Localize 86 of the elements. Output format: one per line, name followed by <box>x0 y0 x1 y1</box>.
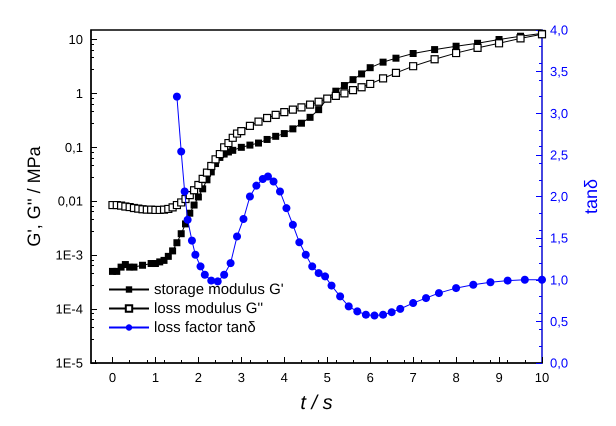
point <box>306 100 314 109</box>
x-tick-label: 4 <box>280 370 288 385</box>
x-tick-label: 10 <box>534 370 550 385</box>
point <box>332 92 340 100</box>
point <box>264 136 271 143</box>
point <box>173 239 180 246</box>
x-tick-label: 7 <box>410 370 417 385</box>
point <box>280 130 288 138</box>
point <box>297 103 306 112</box>
point <box>207 162 216 170</box>
legend-label: storage modulus G' <box>154 281 284 298</box>
x-tick-label: 5 <box>324 370 331 385</box>
y-tick-label: 0,01 <box>58 194 83 209</box>
point <box>358 70 366 78</box>
point <box>190 202 198 209</box>
y-axis-title: G', G'' / MPa <box>24 145 44 247</box>
legend-label: loss modulus G'' <box>154 300 264 317</box>
point <box>288 106 297 114</box>
point <box>315 106 322 114</box>
point <box>306 114 314 121</box>
point <box>430 55 439 64</box>
y2-tick-label: 4,0 <box>550 22 568 38</box>
y-tick-label: 0,1 <box>64 140 83 155</box>
point <box>194 193 202 200</box>
point <box>272 132 280 140</box>
point <box>237 127 246 136</box>
point <box>246 122 254 130</box>
x-tick-label: 9 <box>495 370 503 385</box>
y-tick-label: 10 <box>68 32 83 47</box>
point <box>473 44 482 52</box>
y2-tick-label: 1,5 <box>550 230 568 246</box>
point <box>380 58 387 66</box>
x-tick-label: 6 <box>366 370 374 385</box>
point <box>358 83 366 92</box>
point <box>392 68 400 78</box>
legend-label: loss factor tanδ <box>154 319 256 336</box>
y-tick-label: 1E-3 <box>56 248 83 263</box>
y2-tick-label: 3,5 <box>550 64 568 80</box>
point <box>340 89 349 98</box>
y2-tick-label: 3,0 <box>550 106 568 121</box>
x-tick-label: 2 <box>194 370 202 385</box>
point <box>340 82 348 90</box>
x-tick-label: 8 <box>452 370 460 385</box>
x-tick-label: 0 <box>108 370 116 385</box>
point <box>298 120 305 127</box>
point <box>229 146 236 154</box>
x-axis-title: t / s <box>300 392 333 414</box>
y-tick-label: 1E-5 <box>56 356 83 370</box>
point <box>366 64 374 72</box>
point <box>409 62 418 70</box>
point <box>198 174 207 183</box>
point <box>314 98 323 106</box>
point <box>452 48 460 58</box>
point <box>139 262 146 269</box>
point <box>410 50 417 57</box>
point <box>516 34 525 42</box>
y2-tick-label: 2,0 <box>550 189 568 204</box>
point <box>348 86 358 94</box>
point <box>169 247 176 254</box>
point <box>378 74 388 82</box>
y2-tick-label: 1,0 <box>550 272 568 288</box>
point <box>452 42 460 50</box>
point <box>255 140 262 147</box>
point <box>289 125 296 132</box>
x-tick-label: 1 <box>152 370 160 385</box>
point <box>366 80 374 88</box>
y-tick-label: 1E-4 <box>56 302 83 317</box>
point <box>350 76 357 84</box>
point <box>254 118 263 126</box>
point <box>431 46 438 54</box>
y2-axis-title: tanδ <box>581 178 601 214</box>
point <box>130 264 138 271</box>
point <box>164 252 172 260</box>
point <box>280 108 288 116</box>
y2-tick-label: 2,5 <box>550 147 568 162</box>
point <box>392 54 400 62</box>
point <box>272 110 280 119</box>
point <box>263 114 272 122</box>
y-tick-label: 1 <box>76 86 83 101</box>
point <box>494 39 504 48</box>
x-tick-label: 3 <box>238 370 245 385</box>
point <box>246 142 254 149</box>
y2-tick-label: 0,5 <box>550 314 568 329</box>
point <box>178 230 185 238</box>
point <box>238 144 245 151</box>
y2-tick-label: 0,0 <box>550 356 568 370</box>
